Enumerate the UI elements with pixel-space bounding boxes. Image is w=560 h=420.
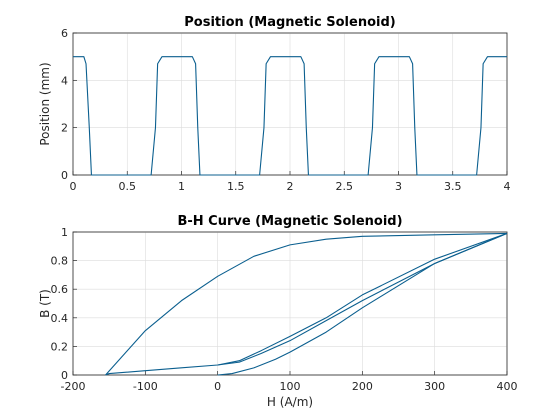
bh-axes-frame bbox=[72, 231, 508, 376]
position-x-tick-label: 2.5 bbox=[336, 180, 354, 193]
position-chart-title: Position (Magnetic Solenoid) bbox=[184, 15, 395, 30]
bh-x-tick-label: 0 bbox=[214, 380, 221, 393]
bh-chart-title: B-H Curve (Magnetic Solenoid) bbox=[177, 214, 402, 229]
bh-x-axis-label: H (A/m) bbox=[267, 395, 313, 409]
position-y-tick-label: 6 bbox=[61, 27, 68, 40]
bh-x-tick-label: 300 bbox=[424, 380, 445, 393]
bh-y-tick-label: 1 bbox=[61, 226, 68, 239]
bh-x-tick-label: 100 bbox=[280, 380, 301, 393]
bh-x-tick-label: -100 bbox=[133, 380, 158, 393]
position-series-line-0 bbox=[73, 56, 507, 176]
bh-series-line-1 bbox=[105, 232, 507, 376]
bh-series-line-3 bbox=[217, 232, 507, 366]
bh-y-tick-label: 0.8 bbox=[51, 255, 69, 268]
bh-curve-axes: -200 -100 0 100 200 300 400 0 0.2 0.4 0.6 0.8 1 B-H C… bbox=[38, 214, 518, 409]
position-x-tick-label: 3 bbox=[395, 180, 402, 193]
position-x-tick-label: 3.5 bbox=[444, 180, 462, 193]
position-x-tick-label: 1 bbox=[178, 180, 185, 193]
bh-x-tick-label: -200 bbox=[61, 380, 86, 393]
bh-y-tick-label: 0.4 bbox=[51, 312, 69, 325]
position-y-tick-label: 4 bbox=[61, 74, 68, 87]
position-y-tick-label: 2 bbox=[61, 122, 68, 135]
bh-x-tick-label: 400 bbox=[497, 380, 518, 393]
position-y-axis-label: Position (mm) bbox=[38, 62, 52, 145]
position-y-tick-label: 0 bbox=[61, 169, 68, 182]
position-x-tick-label: 4 bbox=[504, 180, 511, 193]
position-axes-frame bbox=[72, 32, 508, 176]
position-x-tick-label: 0.5 bbox=[119, 180, 137, 193]
position-x-tick-label: 2 bbox=[287, 180, 294, 193]
bh-y-tick-label: 0 bbox=[61, 369, 68, 382]
bh-y-tick-label: 0.6 bbox=[51, 283, 69, 296]
position-x-tick-label: 0 bbox=[70, 180, 77, 193]
bh-series-line-2 bbox=[217, 232, 507, 376]
position-axes: 0 0.5 1 1.5 2 2.5 3 3.5 4 0 2 4 6 Position (Magnetic … bbox=[38, 15, 511, 193]
bh-series-line-0 bbox=[105, 232, 507, 376]
position-x-tick-label: 1.5 bbox=[227, 180, 245, 193]
bh-y-tick-label: 0.2 bbox=[51, 340, 69, 353]
bh-y-axis-label: B (T) bbox=[38, 289, 52, 318]
bh-x-tick-label: 200 bbox=[352, 380, 373, 393]
